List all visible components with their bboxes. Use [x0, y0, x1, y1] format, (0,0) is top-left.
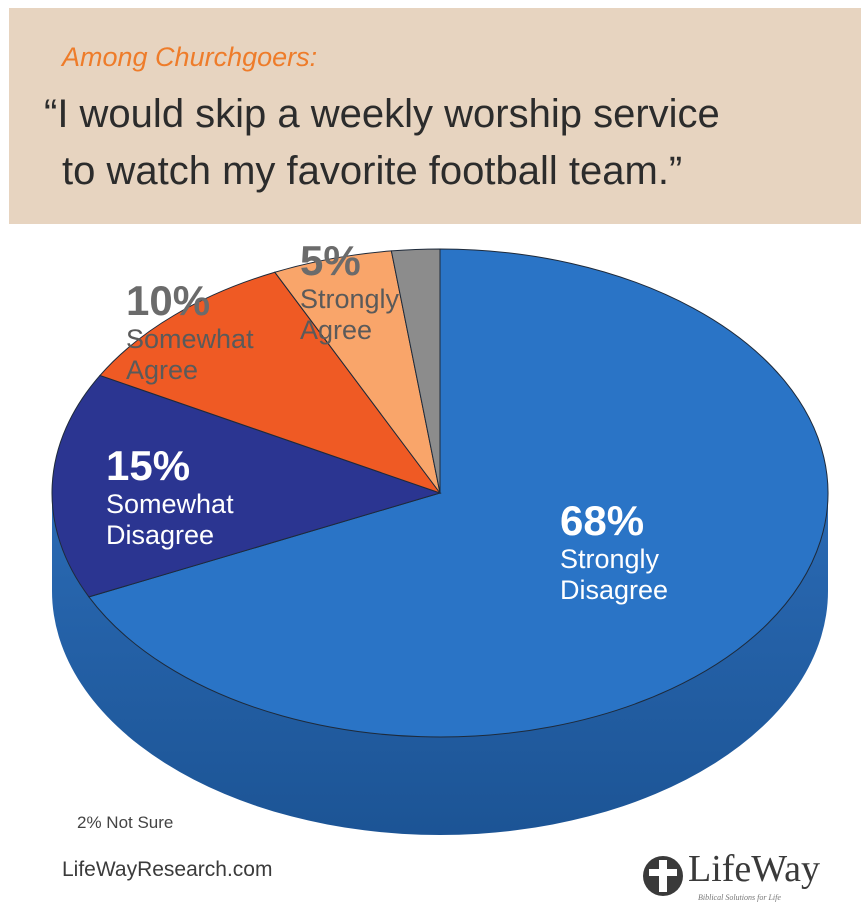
slice-label-line2: Disagree	[106, 520, 214, 550]
pie-top-face	[51, 248, 829, 738]
lifeway-logo-wordmark: LifeWay	[688, 848, 820, 890]
pie-slice-0	[88, 248, 829, 738]
footer-url: LifeWayResearch.com	[62, 858, 273, 881]
slice-pct-label: 10%	[126, 277, 210, 324]
slice-label-line1: Strongly	[300, 284, 400, 314]
not-sure-footnote: 2% Not Sure	[77, 813, 174, 832]
header-banner	[9, 8, 861, 224]
slice-label-line1: Strongly	[560, 544, 660, 574]
quote-line-1: “I would skip a weekly worship service	[44, 92, 720, 136]
pie-side-wall	[52, 493, 828, 835]
pie-slice-4	[390, 248, 441, 494]
slice-label-line1: Somewhat	[126, 324, 254, 354]
slice-pct-label: 5%	[300, 237, 361, 284]
lifeway-logo-icon	[643, 856, 683, 896]
lifeway-logo-tagline: Biblical Solutions for Life	[698, 893, 781, 902]
slice-label-line2: Disagree	[560, 575, 668, 605]
slice-pct-label: 68%	[560, 497, 644, 544]
slice-label-line2: Agree	[300, 315, 372, 345]
slice-label-line1: Somewhat	[106, 489, 234, 519]
pie-labels: 68%StronglyDisagree15%SomewhatDisagree10…	[106, 237, 668, 605]
slice-label-line2: Agree	[126, 355, 198, 385]
quote-line-2: to watch my favorite football team.”	[62, 149, 683, 193]
pie-slice-2	[99, 271, 442, 495]
pie-slice-1	[51, 374, 442, 598]
slice-pct-label: 15%	[106, 442, 190, 489]
pie-side-wall-face	[52, 493, 828, 835]
lifeway-logo: LifeWay Biblical Solutions for Life	[640, 845, 840, 905]
kicker-text: Among Churchgoers:	[62, 42, 318, 72]
